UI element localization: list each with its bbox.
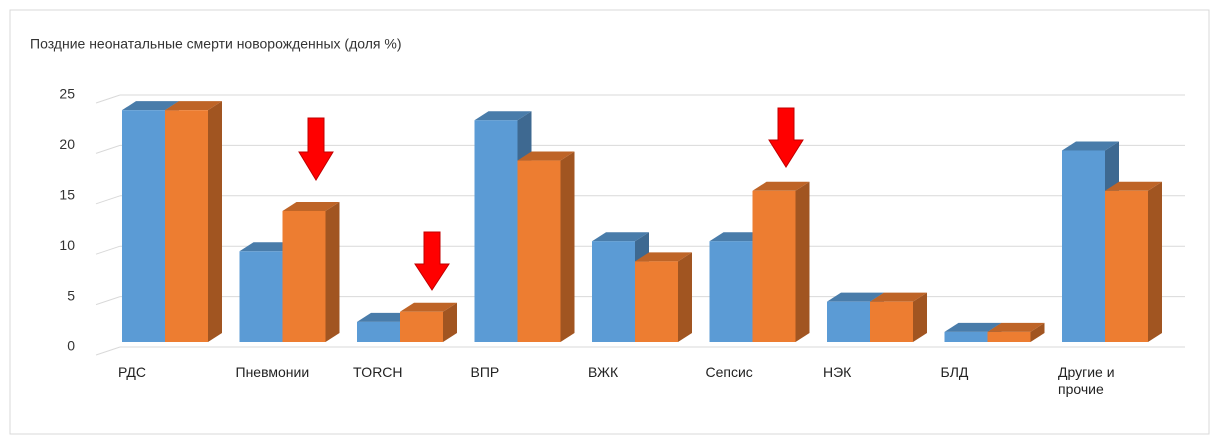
- bar-top: [165, 101, 222, 111]
- bar: [752, 190, 796, 342]
- bar: [635, 261, 678, 342]
- bar: [122, 110, 165, 342]
- bar-top: [1062, 141, 1119, 151]
- x-tick-label: Пневмонии: [235, 364, 310, 380]
- bar: [165, 110, 208, 342]
- bar: [827, 301, 870, 342]
- arrow: [298, 117, 334, 181]
- bar-side: [1148, 181, 1162, 342]
- x-tick-label: TORCH: [353, 364, 403, 380]
- grid-line-floor: [95, 296, 121, 306]
- bar-top: [870, 292, 927, 302]
- bar-side: [560, 151, 575, 342]
- bar-top: [357, 312, 414, 322]
- bar: [239, 251, 283, 342]
- bar: [592, 241, 635, 342]
- bar-top: [592, 232, 649, 242]
- bar-side: [913, 292, 927, 342]
- bar-side: [795, 181, 810, 342]
- bar: [944, 331, 988, 342]
- y-tick-label: 20: [59, 136, 75, 152]
- y-tick-label: 25: [59, 86, 75, 102]
- bar-side: [208, 101, 222, 342]
- bar: [474, 120, 518, 343]
- x-tick-label: Другие и прочие: [1058, 364, 1115, 397]
- bar-top: [517, 151, 575, 161]
- grid-line-floor: [95, 94, 121, 104]
- bar-top: [635, 252, 692, 262]
- bar-top: [944, 322, 1002, 332]
- bar: [517, 160, 561, 342]
- grid-line-floor: [95, 195, 121, 205]
- bar: [357, 321, 400, 342]
- bar-top: [827, 292, 884, 302]
- y-tick-label: 0: [67, 338, 75, 354]
- bar-top: [1105, 181, 1162, 191]
- x-tick-label: ВПР: [470, 364, 500, 380]
- y-tick-label: 5: [67, 287, 75, 303]
- bar-top: [987, 322, 1045, 332]
- bar-top: [709, 232, 767, 242]
- bar: [987, 331, 1031, 342]
- chart-title: Поздние неонатальные смерти новорожденны…: [30, 36, 402, 52]
- grid-line-floor: [95, 144, 121, 154]
- bar-top: [752, 181, 810, 191]
- bar: [282, 210, 326, 342]
- x-tick-label: БЛД: [940, 364, 969, 380]
- bar-top: [239, 242, 297, 252]
- annotation-arrows: [298, 107, 804, 291]
- y-tick-label: 15: [59, 187, 75, 203]
- grid-line-floor: [95, 245, 121, 255]
- arrow: [414, 231, 450, 291]
- bar-top: [282, 201, 340, 211]
- bar-top: [474, 111, 532, 121]
- bar-side: [443, 302, 457, 342]
- bar-top: [122, 101, 179, 111]
- bar-side: [1030, 322, 1045, 342]
- x-tick-label: РДС: [118, 364, 146, 380]
- x-tick-label: ВЖК: [588, 364, 619, 380]
- bar: [709, 241, 753, 342]
- x-tick-label: НЭК: [823, 364, 852, 380]
- bar: [400, 311, 443, 342]
- bar-top: [400, 302, 457, 312]
- bar-side: [325, 201, 340, 342]
- bar-side: [678, 252, 692, 342]
- bar: [1105, 190, 1148, 342]
- x-tick-label: Сепсис: [705, 364, 753, 380]
- y-tick-label: 10: [59, 237, 75, 253]
- bar: [870, 301, 913, 342]
- arrow: [768, 107, 804, 168]
- bars: [122, 101, 1162, 343]
- bar: [1062, 150, 1105, 342]
- grid-line-floor: [95, 346, 121, 356]
